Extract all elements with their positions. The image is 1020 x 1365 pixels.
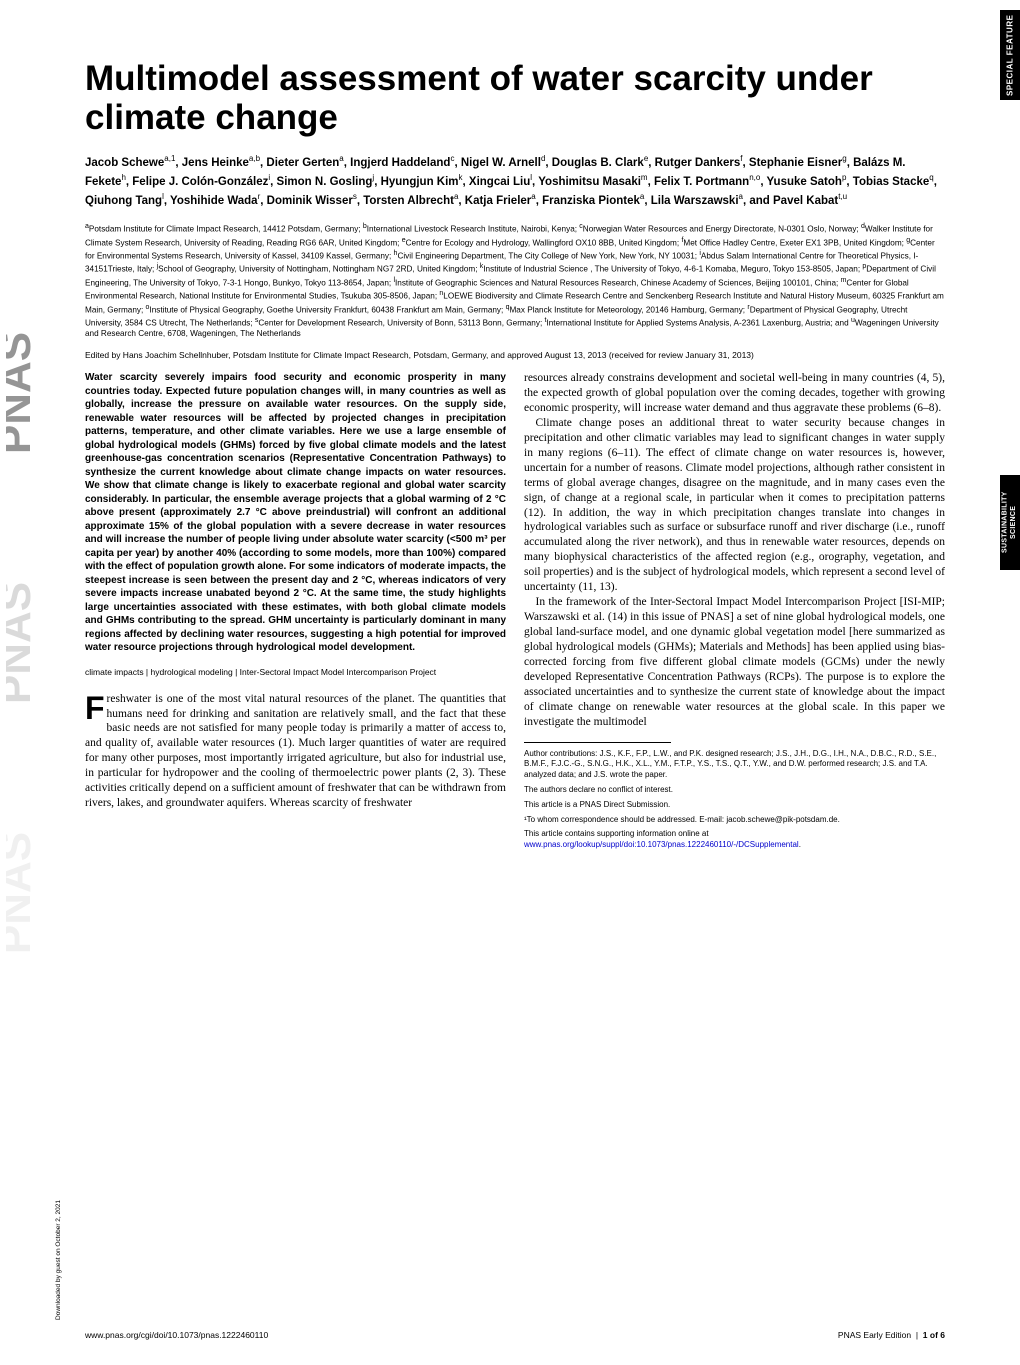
body-col2-p3: In the framework of the Inter-Sectoral I… <box>524 596 945 728</box>
left-column: Water scarcity severely impairs food sec… <box>85 371 506 855</box>
footnotes-separator <box>524 742 671 743</box>
supp-prefix: This article contains supporting informa… <box>524 829 709 838</box>
footer-doi: www.pnas.org/cgi/doi/10.1073/pnas.122246… <box>85 1330 268 1340</box>
svg-text:PNAS: PNAS <box>6 581 40 703</box>
footer-early: PNAS Early Edition <box>838 1330 911 1340</box>
keywords: climate impacts | hydrological modeling … <box>85 667 506 678</box>
svg-text:PNAS: PNAS <box>6 831 40 953</box>
svg-text:PNAS: PNAS <box>6 331 40 453</box>
category-badge: SUSTAINABILITY SCIENCE <box>1000 475 1020 570</box>
body-col1-text: reshwater is one of the most vital natur… <box>85 693 506 810</box>
footer-pages: 1 of 6 <box>923 1330 945 1340</box>
special-feature-badge: SPECIAL FEATURE <box>1000 10 1020 100</box>
download-note: Downloaded by guest on October 2, 2021 <box>55 1200 62 1320</box>
author-list: Jacob Schewea,1, Jens Heinkea,b, Dieter … <box>85 153 985 210</box>
footnote-conflict: The authors declare no conflict of inter… <box>524 785 945 796</box>
footnotes: Author contributions: J.S., K.F., F.P., … <box>524 749 945 851</box>
two-column-layout: Water scarcity severely impairs food sec… <box>85 371 985 855</box>
footnote-supplemental: This article contains supporting informa… <box>524 829 945 851</box>
body-col2-p1: resources already constrains development… <box>524 372 945 414</box>
footer-pageinfo: PNAS Early Edition | 1 of 6 <box>838 1330 945 1340</box>
footnote-submission: This article is a PNAS Direct Submission… <box>524 800 945 811</box>
supplemental-link[interactable]: www.pnas.org/lookup/suppl/doi:10.1073/pn… <box>524 840 799 849</box>
abstract: Water scarcity severely impairs food sec… <box>85 371 506 655</box>
affiliations: aPotsdam Institute for Climate Impact Re… <box>85 222 985 340</box>
supp-suffix: . <box>799 840 801 849</box>
body-col2-p2: Climate change poses an additional threa… <box>524 417 945 593</box>
journal-sidebar-logo: PNAS PNAS PNAS <box>0 0 60 1365</box>
right-column: resources already constrains development… <box>524 371 945 855</box>
body-text-col2: resources already constrains development… <box>524 371 945 730</box>
body-text-col1: Freshwater is one of the most vital natu… <box>85 692 506 812</box>
dropcap: F <box>85 692 107 722</box>
page-content: Multimodel assessment of water scarcity … <box>85 60 985 1340</box>
article-title: Multimodel assessment of water scarcity … <box>85 60 985 137</box>
edited-by: Edited by Hans Joachim Schellnhuber, Pot… <box>85 350 985 361</box>
page-footer: www.pnas.org/cgi/doi/10.1073/pnas.122246… <box>85 1330 945 1340</box>
footnote-contributions: Author contributions: J.S., K.F., F.P., … <box>524 749 945 781</box>
footnote-correspondence: ¹To whom correspondence should be addres… <box>524 815 945 826</box>
